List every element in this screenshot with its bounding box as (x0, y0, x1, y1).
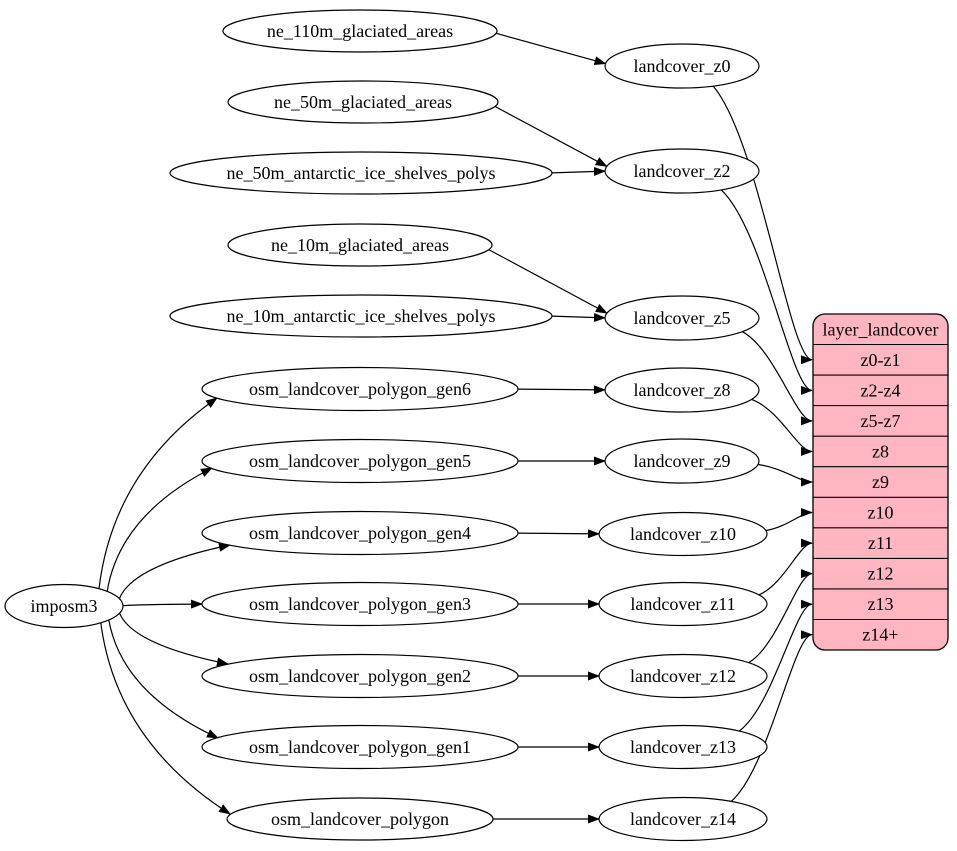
node-label: ne_50m_glaciated_areas (274, 92, 452, 112)
node-label: osm_landcover_polygon (271, 809, 449, 829)
edge-imposm3--osm-landcover-polygon-gen1 (108, 619, 219, 739)
node-landcover-z14: landcover_z14 (598, 796, 768, 842)
node-label: osm_landcover_polygon_gen2 (249, 666, 471, 686)
node-ne-50m-glaciated-areas: ne_50m_glaciated_areas (227, 80, 499, 124)
node-landcover-z13: landcover_z13 (598, 724, 768, 770)
edge-imposm3--osm-landcover-polygon-gen4 (118, 542, 231, 599)
node-label: landcover_z8 (634, 380, 731, 400)
record-row-z2-z4: z2-z4 (861, 380, 901, 400)
node-label: landcover_z0 (634, 56, 731, 76)
node-label: ne_50m_antarctic_ice_shelves_polys (227, 163, 496, 183)
node-landcover-z2: landcover_z2 (604, 148, 760, 194)
node-label: ne_10m_antarctic_ice_shelves_polys (227, 306, 496, 326)
node-label: landcover_z12 (630, 666, 736, 686)
node-label: osm_landcover_polygon_gen1 (249, 737, 471, 757)
node-landcover-z8: landcover_z8 (604, 367, 760, 413)
edge-landcover-z0--z0-z1 (712, 85, 813, 365)
record-row-z11: z11 (868, 533, 893, 553)
node-osm-landcover-polygon-gen2: osm_landcover_polygon_gen2 (201, 653, 519, 699)
node-landcover-z11: landcover_z11 (598, 581, 768, 627)
node-landcover-z9: landcover_z9 (604, 438, 760, 484)
node-label: landcover_z13 (630, 737, 736, 757)
node-label: osm_landcover_polygon_gen4 (249, 523, 471, 543)
node-landcover-z5: landcover_z5 (604, 295, 760, 341)
record-row-z9: z9 (872, 472, 889, 492)
record-row-z12: z12 (868, 564, 894, 584)
edge-imposm3--osm-landcover-polygon-gen5 (106, 467, 213, 592)
edge-landcover-z5--z5-z7 (742, 331, 813, 426)
edge-osm-landcover-polygon-gen4--landcover-z10 (517, 529, 600, 539)
node-ne-10m-glaciated-areas: ne_10m_glaciated_areas (227, 223, 493, 267)
node-label: ne_110m_glaciated_areas (267, 21, 453, 41)
node-label: landcover_z5 (634, 308, 731, 328)
record-row-z14: z14+ (862, 625, 898, 645)
record-title: layer_landcover (823, 319, 939, 339)
node-imposm3: imposm3 (4, 583, 124, 629)
edge-landcover-z8--z8 (751, 398, 813, 456)
node-label: landcover_z10 (630, 524, 736, 544)
node-ne-110m-glaciated-areas: ne_110m_glaciated_areas (222, 9, 498, 53)
node-osm-landcover-polygon-gen4: osm_landcover_polygon_gen4 (201, 510, 519, 556)
node-ne-50m-antarctic-ice-shelves-polys: ne_50m_antarctic_ice_shelves_polys (169, 151, 553, 195)
edges (98, 32, 813, 824)
node-label: imposm3 (30, 596, 97, 616)
node-label: landcover_z14 (630, 809, 736, 829)
edge-landcover-z12--z12 (748, 569, 813, 664)
record-row-z13: z13 (868, 594, 894, 614)
node-label: osm_landcover_polygon_gen6 (249, 379, 471, 399)
node-landcover-z12: landcover_z12 (598, 653, 768, 699)
nodes: imposm3 ne_110m_glaciated_areas ne_50m_gla… (4, 9, 768, 842)
node-osm-landcover-polygon-gen5: osm_landcover_polygon_gen5 (201, 438, 519, 484)
node-label: landcover_z9 (634, 451, 731, 471)
edge-landcover-z14--z14 (730, 630, 813, 802)
edge-imposm3--osm-landcover-polygon-gen6 (98, 397, 218, 589)
edge-ne-10m-antarctic-ice-shelves-polys--landcover-z5 (551, 313, 606, 323)
node-label: landcover_z2 (634, 161, 731, 181)
edge-ne-10m-glaciated-areas--landcover-z5 (488, 249, 608, 314)
edge-ne-50m-glaciated-areas--landcover-z2 (494, 105, 608, 167)
node-osm-landcover-polygon-gen3: osm_landcover_polygon_gen3 (201, 581, 519, 627)
node-label: osm_landcover_polygon_gen5 (249, 451, 471, 471)
record-row-z8: z8 (872, 442, 889, 462)
edge-landcover-z13--z13 (738, 599, 813, 732)
edge-landcover-z2--z2-z4 (720, 189, 813, 395)
node-label: osm_landcover_polygon_gen3 (249, 594, 471, 614)
node-ne-10m-antarctic-ice-shelves-polys: ne_10m_antarctic_ice_shelves_polys (169, 294, 553, 338)
edge-imposm3--osm-landcover-polygon (100, 622, 231, 815)
record-row-z0-z1: z0-z1 (861, 350, 901, 370)
record-row-z10: z10 (868, 503, 894, 523)
node-label: landcover_z11 (630, 594, 735, 614)
edge-imposm3--osm-landcover-polygon-gen2 (119, 612, 229, 667)
node-landcover-z0: landcover_z0 (604, 43, 760, 89)
node-landcover-z10: landcover_z10 (598, 511, 768, 557)
node-label: ne_10m_glaciated_areas (271, 235, 449, 255)
edge-landcover-z9--z9 (757, 463, 813, 487)
edge-osm-landcover-polygon-gen6--landcover-z8 (517, 385, 606, 395)
record-layer-landcover: layer_landcover z0-z1 z2-z4 z5-z7 z8 z9 z10 z11… (812, 313, 949, 651)
node-osm-landcover-polygon: osm_landcover_polygon (226, 797, 494, 841)
edge-landcover-z11--z11 (758, 538, 813, 596)
record-row-z5-z7: z5-z7 (861, 411, 901, 431)
edge-imposm3--osm-landcover-polygon-gen3 (122, 599, 203, 609)
node-osm-landcover-polygon-gen6: osm_landcover_polygon_gen6 (201, 366, 519, 412)
edge-ne-50m-antarctic-ice-shelves-polys--landcover-z2 (551, 166, 606, 176)
node-osm-landcover-polygon-gen1: osm_landcover_polygon_gen1 (201, 724, 519, 770)
edge-landcover-z10--z10 (765, 508, 813, 532)
edge-ne-110m-glaciated-areas--landcover-z0 (496, 32, 607, 65)
